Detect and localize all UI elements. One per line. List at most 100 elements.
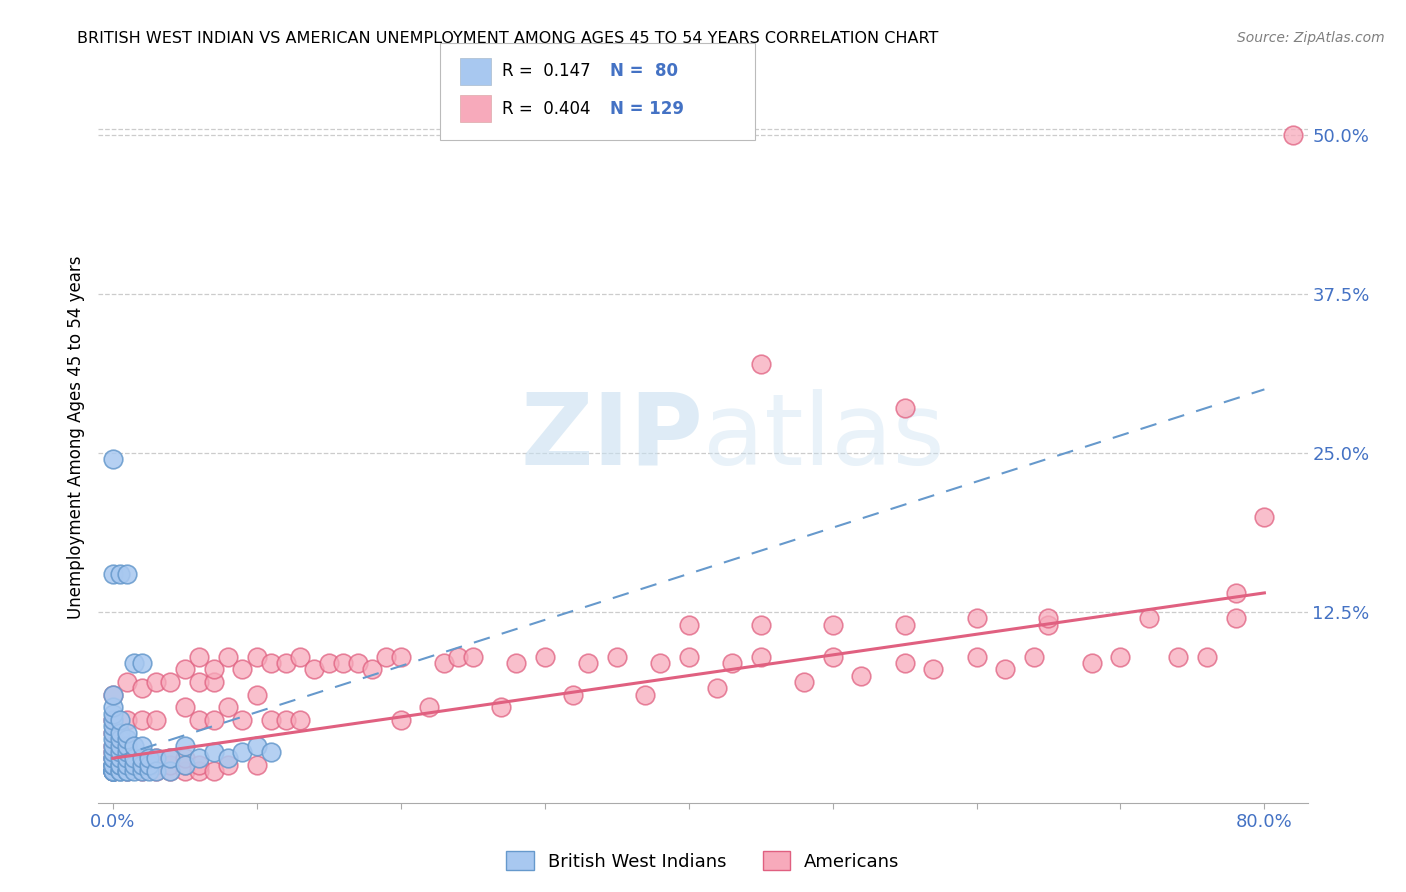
- Point: [138, 751, 160, 765]
- Point: [217, 700, 239, 714]
- Point: [115, 764, 138, 778]
- Point: [101, 764, 124, 778]
- Point: [893, 401, 915, 416]
- Point: [101, 566, 124, 581]
- Point: [491, 700, 513, 714]
- Text: Source: ZipAtlas.com: Source: ZipAtlas.com: [1237, 31, 1385, 45]
- Point: [101, 764, 124, 778]
- Point: [318, 656, 340, 670]
- Point: [678, 617, 700, 632]
- Point: [138, 764, 160, 778]
- Point: [101, 764, 124, 778]
- Point: [131, 656, 153, 670]
- Point: [101, 757, 124, 772]
- Point: [893, 617, 915, 632]
- Point: [231, 745, 253, 759]
- Point: [1109, 649, 1132, 664]
- Point: [101, 757, 124, 772]
- Point: [108, 745, 131, 759]
- Point: [101, 726, 124, 740]
- Point: [1167, 649, 1189, 664]
- Point: [606, 649, 628, 664]
- Point: [159, 764, 181, 778]
- Point: [101, 764, 124, 778]
- Point: [288, 713, 311, 727]
- Point: [101, 719, 124, 733]
- Point: [418, 700, 440, 714]
- Point: [131, 681, 153, 696]
- Point: [188, 713, 211, 727]
- Point: [821, 649, 844, 664]
- Point: [304, 662, 326, 676]
- Point: [108, 566, 131, 581]
- Point: [145, 751, 167, 765]
- Point: [108, 739, 131, 753]
- Point: [108, 713, 131, 727]
- Text: R =  0.147: R = 0.147: [502, 62, 591, 80]
- Point: [533, 649, 555, 664]
- Point: [706, 681, 728, 696]
- Point: [202, 675, 225, 690]
- Point: [101, 706, 124, 721]
- Point: [159, 751, 181, 765]
- Point: [101, 739, 124, 753]
- Point: [108, 757, 131, 772]
- Point: [260, 656, 283, 670]
- Point: [145, 757, 167, 772]
- Point: [217, 757, 239, 772]
- Y-axis label: Unemployment Among Ages 45 to 54 years: Unemployment Among Ages 45 to 54 years: [66, 255, 84, 619]
- Point: [101, 713, 124, 727]
- Point: [793, 675, 815, 690]
- Point: [389, 649, 412, 664]
- Point: [101, 452, 124, 467]
- Point: [202, 662, 225, 676]
- Point: [108, 757, 131, 772]
- Point: [576, 656, 599, 670]
- Point: [115, 757, 138, 772]
- Point: [260, 745, 283, 759]
- Point: [173, 662, 195, 676]
- Point: [505, 656, 527, 670]
- Point: [851, 668, 873, 682]
- Point: [131, 764, 153, 778]
- Point: [1225, 586, 1247, 600]
- Point: [131, 764, 153, 778]
- Text: N = 129: N = 129: [610, 100, 685, 118]
- Point: [101, 745, 124, 759]
- Point: [101, 764, 124, 778]
- Point: [101, 751, 124, 765]
- Point: [131, 751, 153, 765]
- Point: [101, 757, 124, 772]
- Text: N =  80: N = 80: [610, 62, 678, 80]
- Point: [1038, 617, 1060, 632]
- Point: [131, 751, 153, 765]
- Point: [115, 764, 138, 778]
- Point: [678, 649, 700, 664]
- Point: [145, 713, 167, 727]
- Point: [101, 688, 124, 702]
- Point: [720, 656, 742, 670]
- Legend: British West Indians, Americans: British West Indians, Americans: [499, 844, 907, 878]
- Point: [188, 649, 211, 664]
- Point: [994, 662, 1017, 676]
- Point: [115, 726, 138, 740]
- Point: [893, 656, 915, 670]
- Point: [188, 751, 211, 765]
- Point: [101, 739, 124, 753]
- Point: [115, 732, 138, 747]
- Point: [749, 649, 772, 664]
- Point: [332, 656, 354, 670]
- Point: [115, 745, 138, 759]
- Point: [749, 357, 772, 371]
- Point: [389, 713, 412, 727]
- Point: [1282, 128, 1305, 142]
- Point: [1225, 611, 1247, 625]
- Point: [124, 757, 146, 772]
- Point: [124, 739, 146, 753]
- Point: [159, 764, 181, 778]
- Point: [246, 649, 269, 664]
- Point: [124, 764, 146, 778]
- Text: atlas: atlas: [703, 389, 945, 485]
- Point: [202, 713, 225, 727]
- Point: [138, 757, 160, 772]
